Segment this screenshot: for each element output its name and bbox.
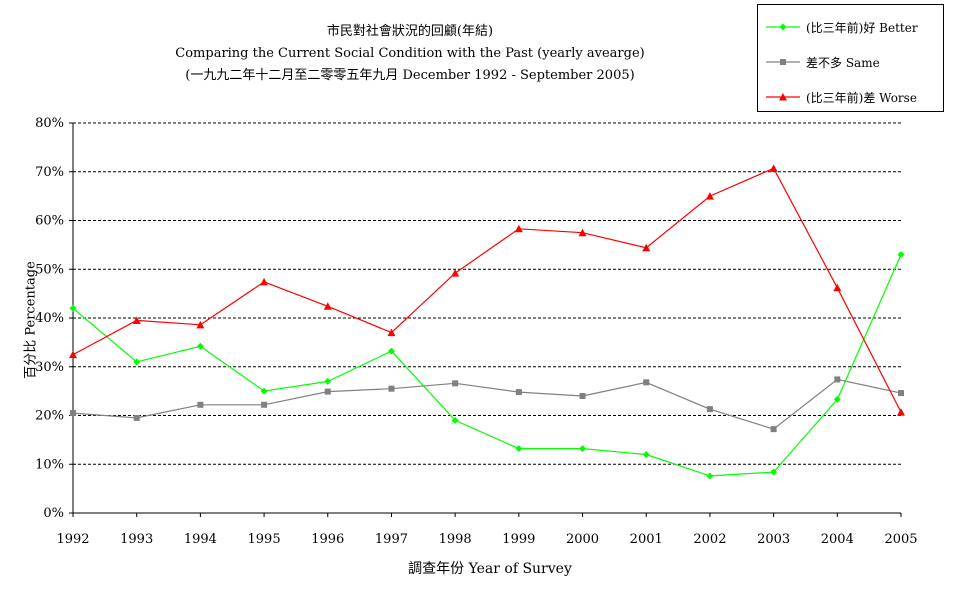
series-line-0: [72, 254, 902, 477]
data-point-better: [770, 468, 778, 476]
legend-label-worse: (比三年前)差 Worse: [806, 90, 917, 105]
x-tick-label: 1996: [311, 532, 344, 547]
data-point-worse: [69, 350, 77, 359]
legend-swatch-same: [766, 59, 800, 65]
data-point-better: [451, 416, 459, 424]
legend-label-better: (比三年前)好 Better: [806, 20, 918, 35]
x-tick-label: 1992: [56, 532, 89, 547]
data-point-better: [833, 395, 841, 403]
y-tick-label: 50%: [35, 262, 64, 277]
x-tick-label: 1994: [184, 532, 217, 547]
data-point-better: [133, 358, 141, 366]
series-line-1: [72, 378, 902, 430]
data-point-better: [579, 445, 587, 453]
data-point-same: [834, 376, 841, 383]
data-point-same: [452, 380, 459, 387]
data-point-same: [133, 414, 140, 421]
data-point-worse: [514, 224, 523, 233]
x-tick-label: 1995: [248, 532, 281, 547]
chart-title-range: (一九九二年十二月至二零零五年九月 December 1992 - Septem…: [185, 68, 635, 83]
legend-item-better: (比三年前)好 Better: [766, 18, 918, 36]
y-tick-label: 20%: [35, 409, 64, 424]
data-point-better: [260, 387, 268, 395]
y-tick-label: 30%: [35, 360, 64, 375]
data-point-better: [897, 251, 905, 259]
chart-legend: (比三年前)好 Better 差不多 Same (比三年前)差 Worse: [757, 4, 944, 112]
y-tick-label: 10%: [35, 457, 64, 472]
x-tick-label: 1999: [502, 532, 535, 547]
y-tick-label: 60%: [35, 214, 64, 229]
data-point-worse: [897, 408, 905, 416]
data-point-worse: [132, 316, 141, 324]
x-axis-title: 調查年份 Year of Survey: [408, 561, 572, 577]
data-point-worse: [196, 320, 205, 329]
y-axis-ticks: 0% 10% 20% 30% 40% 50% 60% 70% 80%: [35, 116, 73, 521]
x-tick-label: 2001: [630, 532, 663, 547]
data-point-same: [770, 426, 777, 433]
data-point-worse: [451, 269, 460, 277]
x-tick-label: 2004: [821, 532, 854, 547]
data-point-same: [706, 406, 713, 413]
data-point-worse: [578, 228, 587, 237]
data-point-same: [579, 393, 586, 399]
data-point-better: [706, 472, 714, 480]
x-tick-label: 2003: [757, 532, 790, 547]
data-point-worse: [833, 283, 842, 292]
data-point-worse: [705, 192, 714, 200]
data-point-worse: [642, 243, 651, 252]
chart-title-zh: 市民對社會狀況的回顧(年結): [326, 24, 494, 39]
y-tick-label: 40%: [35, 311, 64, 326]
y-tick-label: 0%: [43, 506, 64, 521]
data-point-better: [69, 304, 77, 312]
x-tick-label: 1998: [439, 532, 472, 547]
legend-item-same: 差不多 Same: [766, 53, 880, 71]
data-point-better: [196, 342, 204, 350]
data-point-same: [70, 410, 76, 417]
data-point-same: [515, 389, 522, 396]
data-point-better: [387, 347, 395, 355]
data-point-better: [515, 445, 523, 453]
data-point-same: [643, 379, 650, 386]
x-tick-label: 1993: [120, 532, 153, 547]
y-tick-label: 80%: [35, 116, 64, 131]
series-line-2: [72, 167, 902, 413]
data-point-same: [197, 401, 204, 408]
data-point-same: [898, 390, 904, 397]
legend-item-worse: (比三年前)差 Worse: [766, 88, 917, 106]
series-lines: [72, 167, 902, 477]
data-point-same: [261, 401, 268, 408]
legend-swatch-worse: [766, 93, 800, 101]
data-point-same: [388, 385, 395, 392]
data-point-better: [324, 377, 332, 385]
x-tick-label: 1997: [375, 532, 408, 547]
legend-label-same: 差不多 Same: [806, 55, 880, 70]
chart-title-en: Comparing the Current Social Condition w…: [175, 46, 645, 61]
data-point-worse: [387, 328, 396, 337]
series-markers: [69, 164, 905, 480]
x-tick-label: 2000: [566, 532, 599, 547]
x-tick-label: 2002: [693, 532, 726, 547]
y-axis-title: 百分比 Percentage: [23, 261, 39, 379]
data-point-worse: [323, 302, 332, 310]
data-point-same: [324, 388, 331, 395]
x-tick-label: 2005: [884, 532, 917, 547]
y-tick-label: 70%: [35, 165, 64, 180]
data-point-worse: [260, 277, 269, 286]
data-point-worse: [769, 164, 778, 172]
x-axis-ticks: 1992 1993 1994 1995 1996 1997 1998 1999 2000 2001…: [56, 513, 918, 547]
axes: [72, 123, 901, 514]
legend-swatch-better: [766, 23, 800, 31]
data-point-better: [642, 451, 650, 458]
